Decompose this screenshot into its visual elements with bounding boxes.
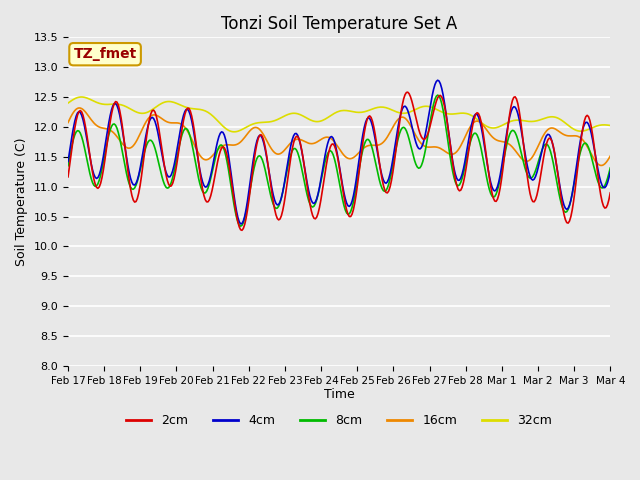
Text: TZ_fmet: TZ_fmet — [74, 47, 137, 61]
Y-axis label: Soil Temperature (C): Soil Temperature (C) — [15, 137, 28, 266]
Legend: 2cm, 4cm, 8cm, 16cm, 32cm: 2cm, 4cm, 8cm, 16cm, 32cm — [121, 409, 557, 432]
Title: Tonzi Soil Temperature Set A: Tonzi Soil Temperature Set A — [221, 15, 457, 33]
X-axis label: Time: Time — [324, 388, 355, 401]
